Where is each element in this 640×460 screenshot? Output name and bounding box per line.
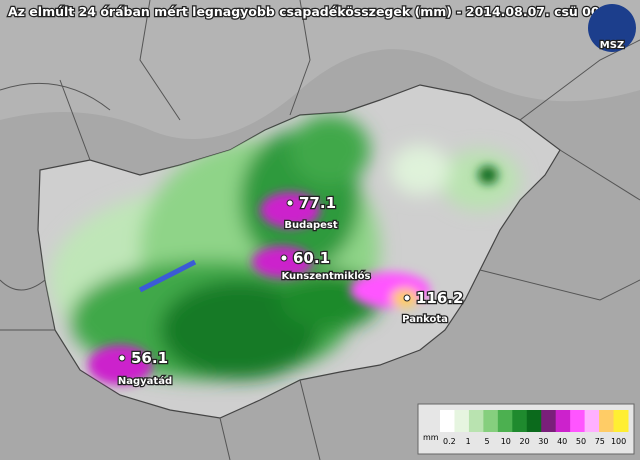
legend-swatch <box>584 410 600 432</box>
legend-swatch <box>555 410 571 432</box>
station-dot <box>280 254 288 262</box>
station-dot <box>118 354 126 362</box>
legend-swatch <box>570 410 586 432</box>
station-name: Pankota <box>402 314 448 325</box>
legend-swatch <box>468 410 484 432</box>
legend-swatch <box>483 410 499 432</box>
station-value: 77.1 <box>299 194 336 212</box>
legend-swatch <box>440 410 455 432</box>
station-value: 56.1 <box>131 349 168 367</box>
legend-swatch <box>526 410 542 432</box>
station-dot <box>286 199 294 207</box>
legend-swatch <box>512 410 528 432</box>
legend-tick: 5 <box>484 437 489 446</box>
station-name: Kunszentmiklós <box>281 270 370 282</box>
station-value: 60.1 <box>293 249 330 267</box>
logo-text: MSZ <box>600 40 624 51</box>
legend-tick: 20 <box>520 437 530 446</box>
legend-swatch <box>613 410 629 432</box>
lake <box>138 259 197 293</box>
title: Az elmúlt 24 órában mért legnagyobb csap… <box>8 4 622 19</box>
legend-tick: 40 <box>557 437 567 446</box>
station-dot <box>403 294 411 302</box>
legend-swatch <box>454 410 470 432</box>
legend-swatch <box>599 410 615 432</box>
legend-tick: 1 <box>466 437 471 446</box>
legend-swatch <box>497 410 513 432</box>
station-value: 116.2 <box>416 289 463 307</box>
legend-tick: 50 <box>576 437 586 446</box>
legend-unit: mm <box>423 433 439 442</box>
legend-swatch <box>541 410 557 432</box>
legend-tick: 100 <box>611 437 626 446</box>
legend-tick: 10 <box>501 437 511 446</box>
legend-tick: 0.2 <box>443 437 456 446</box>
legend-tick: 75 <box>595 437 605 446</box>
station-name: Budapest <box>284 220 338 231</box>
station-name: Nagyatád <box>118 375 172 387</box>
precipitation <box>50 115 520 385</box>
legend-tick: 30 <box>538 437 548 446</box>
logo <box>588 4 636 52</box>
terrain <box>0 0 640 139</box>
